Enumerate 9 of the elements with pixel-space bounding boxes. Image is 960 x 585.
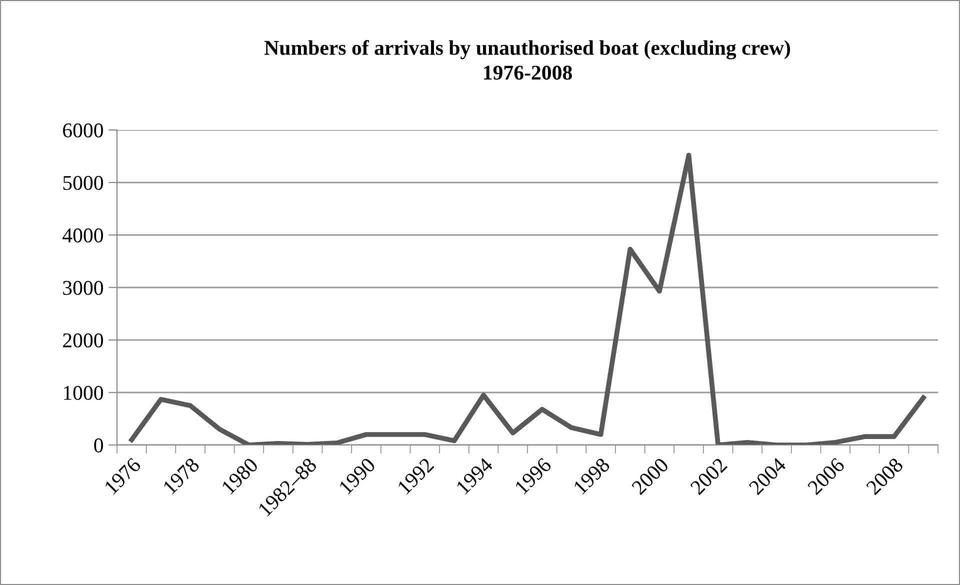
y-tick-label: 6000 (63, 123, 104, 138)
y-tick-label: 3000 (63, 280, 104, 295)
y-tick-label: 1000 (64, 386, 104, 400)
y-tick-label: 5000 (63, 176, 104, 190)
y-tick-label: 4000 (62, 228, 104, 242)
y-tick-label: 2000 (63, 333, 104, 348)
chart-title: Numbers of arrivals by unauthorised boat (excluding crew) 1976-2008 (264, 40, 790, 80)
y-tick-label: 0 (94, 438, 104, 452)
line-series (129, 152, 926, 445)
